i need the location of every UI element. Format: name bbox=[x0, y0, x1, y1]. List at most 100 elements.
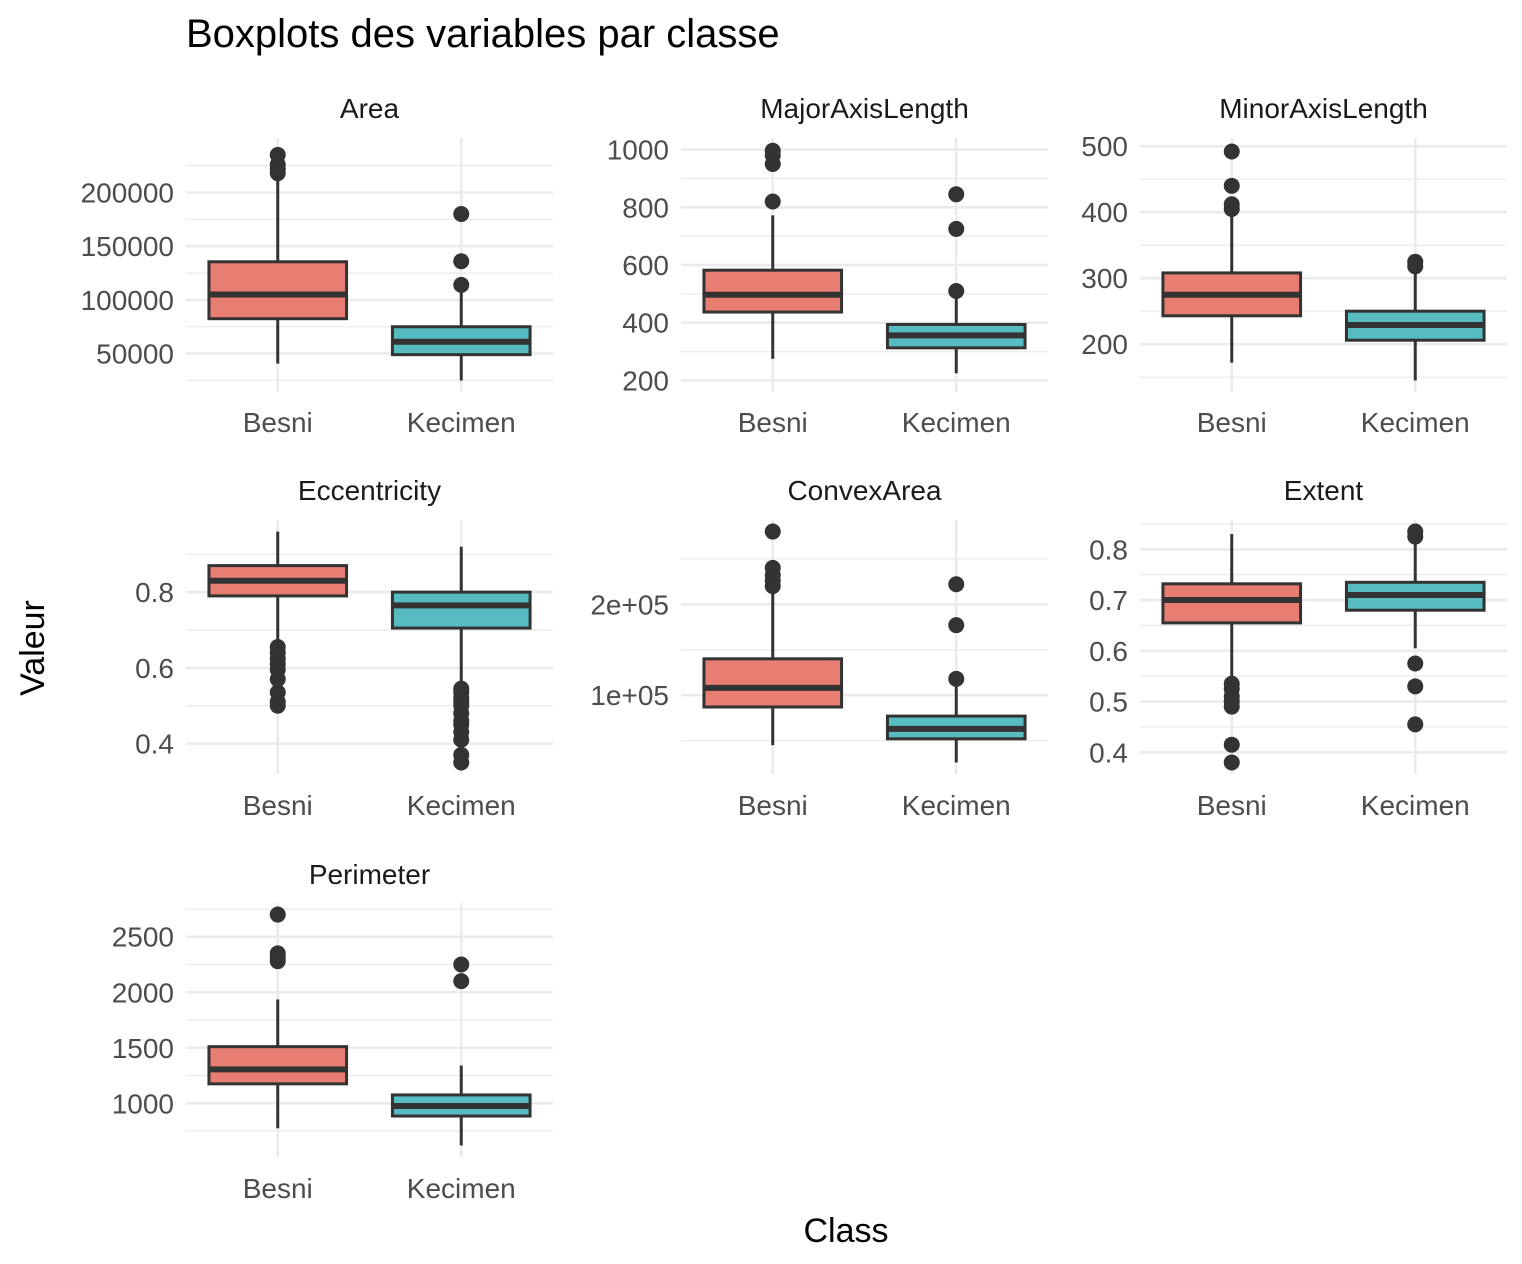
outlier-point bbox=[453, 956, 470, 973]
y-tick-label: 150000 bbox=[81, 231, 174, 262]
outlier-point bbox=[269, 146, 286, 163]
box-kecimen bbox=[885, 576, 1027, 763]
y-tick-label: 50000 bbox=[96, 339, 174, 370]
outlier-point bbox=[1223, 675, 1240, 692]
box-kecimen bbox=[390, 546, 532, 771]
y-axis-title: Valeur bbox=[14, 600, 52, 696]
iqr-box bbox=[1161, 582, 1303, 625]
outlier-point bbox=[948, 576, 965, 593]
y-tick-label: 2e+05 bbox=[590, 589, 669, 620]
y-tick-label: 0.4 bbox=[1089, 737, 1128, 768]
box-kecimen bbox=[390, 205, 532, 381]
x-tick-label: Besni bbox=[243, 407, 313, 438]
outlier-point bbox=[948, 670, 965, 687]
y-tick-label: 1e+05 bbox=[590, 680, 669, 711]
outlier-point bbox=[1407, 716, 1424, 733]
outlier-point bbox=[269, 906, 286, 923]
outlier-point bbox=[269, 639, 286, 655]
y-tick-label: 300 bbox=[1081, 263, 1128, 294]
y-tick-label: 200 bbox=[622, 365, 669, 396]
y-tick-label: 400 bbox=[1081, 197, 1128, 228]
y-tick-label: 0.5 bbox=[1089, 687, 1128, 718]
y-tick-label: 2000 bbox=[112, 977, 174, 1008]
box-besni bbox=[702, 523, 844, 746]
facet-title: Extent bbox=[1284, 475, 1364, 506]
box-besni bbox=[1161, 143, 1303, 363]
outlier-point bbox=[1223, 736, 1240, 753]
outlier-point bbox=[453, 973, 470, 990]
outlier-point bbox=[453, 276, 470, 293]
outlier-point bbox=[764, 523, 781, 540]
y-tick-label: 400 bbox=[622, 308, 669, 339]
outlier-point bbox=[764, 559, 781, 576]
outlier-point bbox=[1407, 253, 1424, 270]
y-tick-label: 0.7 bbox=[1089, 585, 1128, 616]
box-besni bbox=[207, 531, 349, 714]
outlier-point bbox=[1223, 196, 1240, 213]
y-tick-label: 1000 bbox=[607, 135, 669, 166]
panel-minoraxislength: 200 300 400 500 MinorAxisLength Besni Kecimen bbox=[1081, 93, 1507, 438]
facet-title: MinorAxisLength bbox=[1219, 93, 1428, 124]
outlier-point bbox=[1223, 754, 1240, 771]
y-tick-label: 200000 bbox=[81, 178, 174, 209]
facet-title: Eccentricity bbox=[298, 475, 441, 506]
outlier-point bbox=[1407, 523, 1424, 540]
box-besni bbox=[702, 142, 844, 359]
outlier-point bbox=[948, 186, 965, 203]
y-tick-label: 2500 bbox=[112, 922, 174, 953]
outlier-point bbox=[1407, 678, 1424, 695]
y-tick-label: 500 bbox=[1081, 131, 1128, 162]
facet-title: MajorAxisLength bbox=[760, 93, 969, 124]
x-tick-label: Besni bbox=[243, 1173, 313, 1204]
box-kecimen bbox=[885, 186, 1027, 374]
panel-perimeter: 1000 1500 2000 2500 Perimeter Besni Kecimen bbox=[112, 859, 553, 1204]
panel-extent: 0.4 0.5 0.6 0.7 0.8 Extent Besni Kecimen bbox=[1089, 475, 1507, 821]
outlier-point bbox=[453, 205, 470, 222]
panel-majoraxislength: 200 400 600 800 1000 MajorAxisLength Besni Keci… bbox=[607, 93, 1048, 438]
x-tick-label: Kecimen bbox=[407, 790, 516, 821]
iqr-box bbox=[390, 590, 532, 630]
outlier-point bbox=[948, 220, 965, 237]
x-tick-label: Besni bbox=[738, 407, 808, 438]
iqr-box bbox=[207, 260, 349, 321]
panel-area: 50000 100000 150000 200000 Area Besni Kecimen bbox=[81, 93, 553, 438]
outlier-point bbox=[453, 253, 470, 270]
facet-title: Perimeter bbox=[309, 859, 430, 890]
outlier-point bbox=[269, 945, 286, 962]
y-tick-label: 0.6 bbox=[1089, 636, 1128, 667]
x-tick-label: Kecimen bbox=[902, 407, 1011, 438]
y-tick-label: 1000 bbox=[112, 1088, 174, 1119]
x-tick-label: Besni bbox=[738, 790, 808, 821]
outlier-point bbox=[269, 684, 286, 701]
y-tick-label: 100000 bbox=[81, 285, 174, 316]
y-tick-label: 600 bbox=[622, 250, 669, 281]
iqr-box bbox=[207, 1045, 349, 1086]
panel-convexarea: 1e+05 2e+05 ConvexArea Besni Kecimen bbox=[590, 475, 1048, 821]
x-tick-label: Besni bbox=[243, 790, 313, 821]
outlier-point bbox=[948, 617, 965, 634]
box-kecimen bbox=[1344, 253, 1486, 381]
facet-title: ConvexArea bbox=[787, 475, 942, 506]
x-tick-label: Kecimen bbox=[407, 407, 516, 438]
y-tick-label: 0.8 bbox=[135, 577, 174, 608]
outlier-point bbox=[764, 193, 781, 210]
facet-title: Area bbox=[340, 93, 400, 124]
iqr-box bbox=[702, 657, 844, 709]
box-besni bbox=[1161, 534, 1303, 771]
x-tick-label: Besni bbox=[1197, 790, 1267, 821]
x-tick-label: Kecimen bbox=[1361, 790, 1470, 821]
box-besni bbox=[207, 146, 349, 364]
outlier-point bbox=[764, 142, 781, 159]
panel-eccentricity: 0.4 0.6 0.8 Eccentricity Besni Kecimen bbox=[135, 475, 553, 821]
y-tick-label: 0.6 bbox=[135, 653, 174, 684]
x-axis-title: Class bbox=[803, 1212, 888, 1250]
outlier-point bbox=[1407, 655, 1424, 672]
y-tick-label: 200 bbox=[1081, 329, 1128, 360]
y-tick-label: 0.8 bbox=[1089, 534, 1128, 565]
y-tick-label: 0.4 bbox=[135, 729, 174, 760]
box-kecimen bbox=[390, 956, 532, 1146]
outlier-point bbox=[453, 680, 470, 697]
outlier-point bbox=[948, 282, 965, 299]
outlier-point bbox=[1223, 143, 1240, 160]
iqr-box bbox=[702, 268, 844, 314]
